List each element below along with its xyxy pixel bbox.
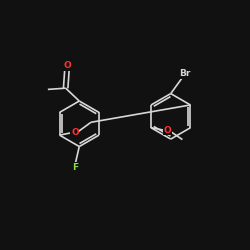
Text: F: F (72, 163, 78, 172)
Text: O: O (163, 126, 171, 135)
Text: O: O (63, 62, 71, 70)
Text: O: O (71, 128, 79, 137)
Text: Br: Br (179, 69, 190, 78)
